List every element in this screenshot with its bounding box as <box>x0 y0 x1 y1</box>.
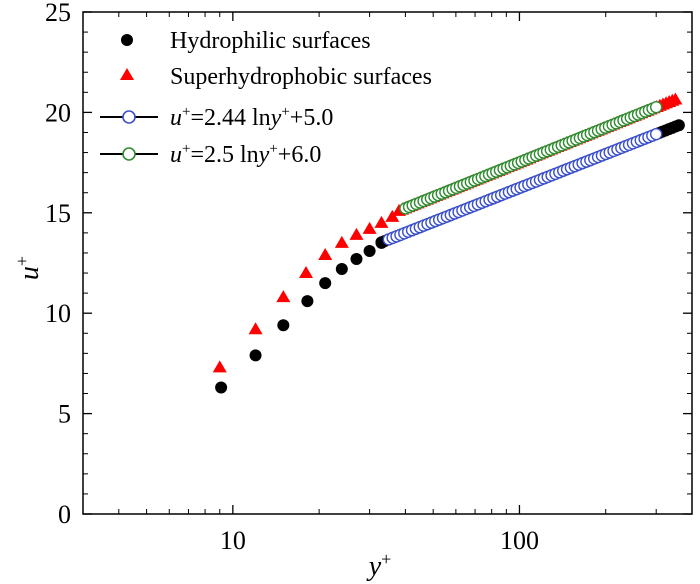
legend-marker-hydrophilic <box>121 34 133 46</box>
y-tick-label: 15 <box>45 199 71 228</box>
legend-fit-1-eq: =2.44 ln <box>190 105 270 131</box>
plot-frame <box>82 11 693 515</box>
data-layer <box>212 92 685 394</box>
axis-ticks: 0 5 10 15 20 25 10 100 <box>45 0 693 555</box>
legend-fit-2-u: u <box>170 142 182 168</box>
data-point <box>299 266 314 279</box>
x-tick-label: 10 <box>220 526 246 555</box>
data-point <box>319 277 332 290</box>
x-axis-label-sup: + <box>381 549 391 569</box>
legend-label-fit-1: u+=2.44 lny++5.0 <box>170 104 333 131</box>
data-point <box>349 227 364 240</box>
data-point <box>215 381 228 394</box>
data-point <box>335 263 348 276</box>
data-point <box>249 349 262 362</box>
legend-marker-fit-2 <box>122 147 136 161</box>
legend-label-hydrophilic: Hydrophilic surfaces <box>170 28 371 54</box>
data-point <box>277 319 290 332</box>
legend-fit-1-u: u <box>170 105 182 131</box>
x-tick-label: 100 <box>500 526 539 555</box>
y-tick-label: 5 <box>58 400 71 429</box>
legend-marker-fit-1 <box>122 110 136 124</box>
series-3 <box>399 100 663 215</box>
legend: Hydrophilic surfaces Superhydrophobic su… <box>100 28 432 168</box>
data-point <box>374 215 389 228</box>
fit-marker <box>649 127 663 141</box>
legend-fit-1-tail: +5.0 <box>290 105 334 131</box>
y-axis-label-base: u <box>14 266 45 280</box>
data-point <box>362 221 377 234</box>
data-point-dense <box>672 119 685 132</box>
legend-label-superhydrophobic: Superhydrophobic surfaces <box>170 64 432 90</box>
data-point <box>363 244 376 257</box>
y-tick-label: 10 <box>45 299 71 328</box>
y-tick-label: 25 <box>45 0 71 27</box>
y-axis-label: u+ <box>12 256 45 280</box>
legend-marker-superhydrophobic <box>120 68 134 80</box>
plot-border <box>82 11 693 515</box>
data-point <box>301 295 314 308</box>
data-point <box>334 235 349 248</box>
y-tick-label: 20 <box>45 98 71 127</box>
fit-marker <box>649 100 663 114</box>
legend-fit-2-sup2: + <box>269 141 277 157</box>
x-axis-label-base: y <box>366 551 382 582</box>
data-point <box>212 360 227 373</box>
series-2 <box>382 127 663 246</box>
legend-fit-2-y: y <box>257 142 270 168</box>
data-point <box>318 247 333 260</box>
legend-fit-1-y: y <box>269 105 282 131</box>
legend-fit-1-sup2: + <box>281 104 289 120</box>
y-axis-label-sup: + <box>12 256 32 266</box>
data-point <box>276 290 291 303</box>
legend-label-fit-2: u+=2.5 lny++6.0 <box>170 141 321 168</box>
legend-fit-2-sup1: + <box>182 141 190 157</box>
data-point <box>248 322 263 335</box>
data-point-dense <box>668 92 683 105</box>
legend-fit-2-tail: +6.0 <box>278 142 322 168</box>
legend-fit-1-sup1: + <box>182 104 190 120</box>
y-tick-label: 0 <box>58 500 71 529</box>
x-axis-label: y+ <box>366 549 392 582</box>
legend-fit-2-eq: =2.5 ln <box>190 142 258 168</box>
data-point <box>350 252 363 265</box>
